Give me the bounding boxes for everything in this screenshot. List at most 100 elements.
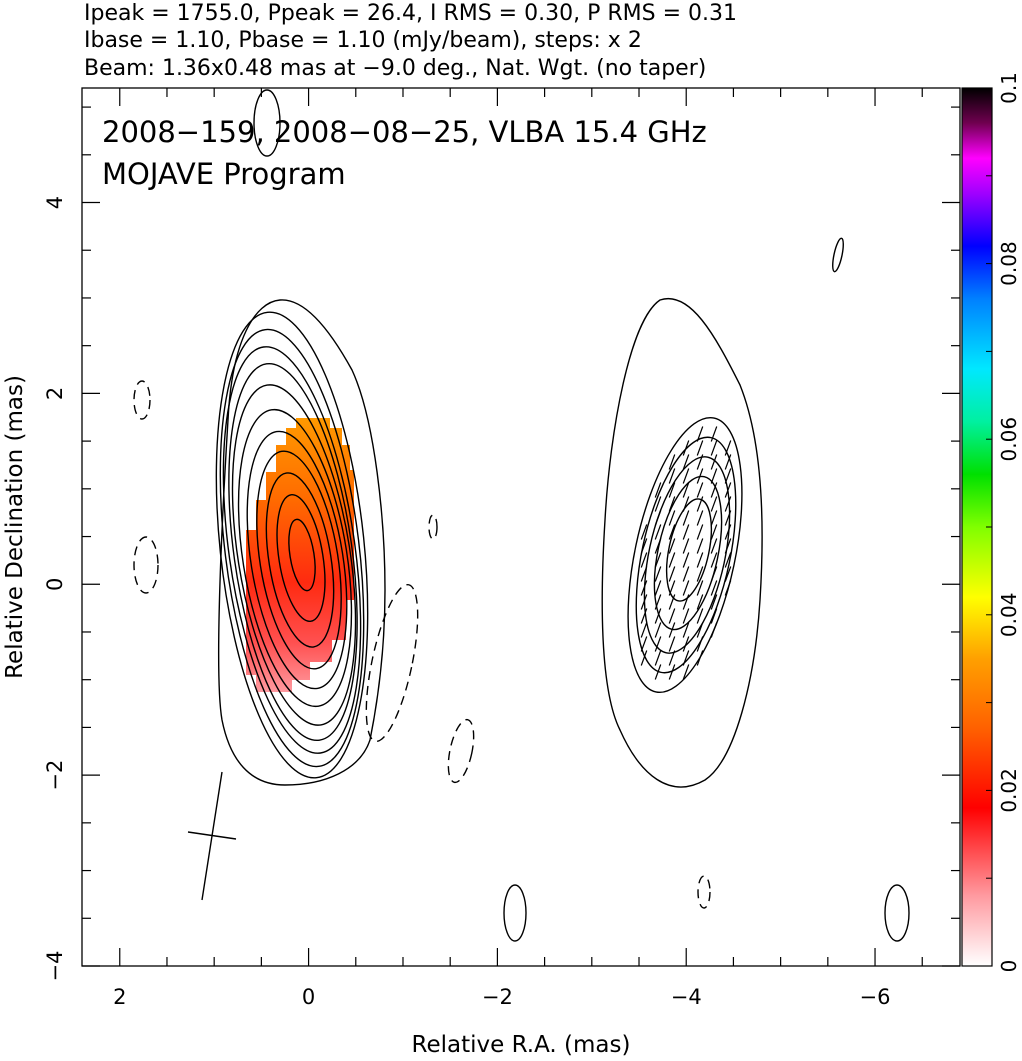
evpa-tick xyxy=(668,594,676,610)
evpa-tick xyxy=(710,566,718,582)
evpa-tick xyxy=(724,538,732,554)
header-line-2: Ibase = 1.10, Pbase = 1.10 (mJy/beam), s… xyxy=(84,28,642,53)
evpa-tick xyxy=(640,608,648,624)
evpa-tick xyxy=(682,538,690,554)
evpa-tick xyxy=(654,580,662,596)
y-tick-label: 2 xyxy=(43,387,67,400)
evpa-tick xyxy=(640,650,648,666)
x-tick-label: −2 xyxy=(482,985,513,1009)
evpa-tick xyxy=(668,664,676,680)
x-tick-label: 0 xyxy=(302,985,315,1009)
evpa-tick xyxy=(682,524,690,540)
evpa-tick xyxy=(668,636,676,652)
evpa-tick xyxy=(668,496,676,512)
evpa-tick xyxy=(710,482,718,498)
evpa-tick xyxy=(682,580,690,596)
x-tick-label: −6 xyxy=(860,985,891,1009)
evpa-tick xyxy=(682,440,690,456)
evpa-tick xyxy=(724,468,732,484)
evpa-tick xyxy=(668,524,676,540)
evpa-tick xyxy=(710,496,718,512)
evpa-tick xyxy=(640,552,648,568)
evpa-tick xyxy=(682,622,690,638)
map-contents xyxy=(133,89,910,942)
evpa-tick xyxy=(682,650,690,666)
evpa-tick xyxy=(710,594,718,610)
colorbar-ticks: 0 0.02 0.04 0.06 0.08 0.1 xyxy=(986,72,1021,972)
evpa-tick xyxy=(696,636,704,652)
evpa-tick xyxy=(668,468,676,484)
evpa-tick xyxy=(696,426,704,442)
colorbar-tick-label: 0 xyxy=(997,960,1021,973)
evpa-tick xyxy=(682,566,690,582)
evpa-tick xyxy=(654,566,662,582)
evpa-tick xyxy=(654,510,662,526)
y-tick-label: −4 xyxy=(43,951,67,982)
evpa-tick xyxy=(640,580,648,596)
evpa-tick xyxy=(696,594,704,610)
jet-contours xyxy=(601,297,763,788)
evpa-tick xyxy=(640,594,648,610)
evpa-tick xyxy=(710,468,718,484)
evpa-tick xyxy=(710,454,718,470)
evpa-tick xyxy=(682,594,690,610)
colorbar-tick-label: 0.04 xyxy=(997,593,1021,638)
evpa-tick xyxy=(710,608,718,624)
map-annotation-line-2: MOJAVE Program xyxy=(102,157,346,191)
evpa-tick xyxy=(710,538,718,554)
evpa-tick xyxy=(696,552,704,568)
evpa-tick xyxy=(640,622,648,638)
evpa-tick xyxy=(696,538,704,554)
evpa-tick xyxy=(668,482,676,498)
evpa-tick xyxy=(696,580,704,596)
y-tick-label: 4 xyxy=(43,196,67,209)
evpa-tick xyxy=(710,524,718,540)
y-tick-label: 0 xyxy=(43,578,67,591)
evpa-tick xyxy=(682,608,690,624)
evpa-tick xyxy=(696,510,704,526)
x-axis-label: Relative R.A. (mas) xyxy=(412,1032,631,1058)
evpa-tick xyxy=(682,664,690,680)
evpa-tick xyxy=(682,454,690,470)
evpa-tick xyxy=(654,650,662,666)
evpa-tick xyxy=(696,496,704,512)
colorbar-tick-label: 0.08 xyxy=(997,241,1021,286)
y-axis: −4 −2 0 2 4 xyxy=(43,106,960,982)
colorbar-tick-label: 0.06 xyxy=(997,417,1021,462)
evpa-tick xyxy=(654,496,662,512)
evpa-tick xyxy=(668,454,676,470)
evpa-tick xyxy=(696,454,704,470)
evpa-tick xyxy=(654,524,662,540)
evpa-tick xyxy=(682,510,690,526)
map-annotation-line-1: 2008−159, 2008−08−25, VLBA 15.4 GHz xyxy=(102,115,707,149)
evpa-tick xyxy=(710,426,718,442)
evpa-tick xyxy=(696,566,704,582)
evpa-tick xyxy=(724,524,732,540)
evpa-tick xyxy=(654,552,662,568)
x-tick-label: 2 xyxy=(113,985,126,1009)
x-tick-label: −4 xyxy=(671,985,702,1009)
evpa-tick xyxy=(710,622,718,638)
evpa-tick xyxy=(640,524,648,540)
evpa-tick xyxy=(724,482,732,498)
evpa-tick xyxy=(654,538,662,554)
header-line-1: Ipeak = 1755.0, Ppeak = 26.4, I RMS = 0.… xyxy=(84,1,737,26)
evpa-tick xyxy=(696,524,704,540)
evpa-tick xyxy=(640,636,648,652)
evpa-tick xyxy=(668,552,676,568)
evpa-tick xyxy=(654,636,662,652)
evpa-tick xyxy=(696,650,704,666)
evpa-tick xyxy=(710,510,718,526)
evpa-tick xyxy=(724,496,732,512)
evpa-tick xyxy=(654,664,662,680)
plot-frame xyxy=(81,87,961,967)
evpa-tick xyxy=(668,622,676,638)
evpa-tick xyxy=(724,454,732,470)
evpa-tick xyxy=(682,468,690,484)
evpa-tick xyxy=(724,552,732,568)
evpa-tick xyxy=(668,510,676,526)
evpa-tick xyxy=(682,496,690,512)
evpa-tick xyxy=(640,538,648,554)
evpa-tick xyxy=(696,468,704,484)
